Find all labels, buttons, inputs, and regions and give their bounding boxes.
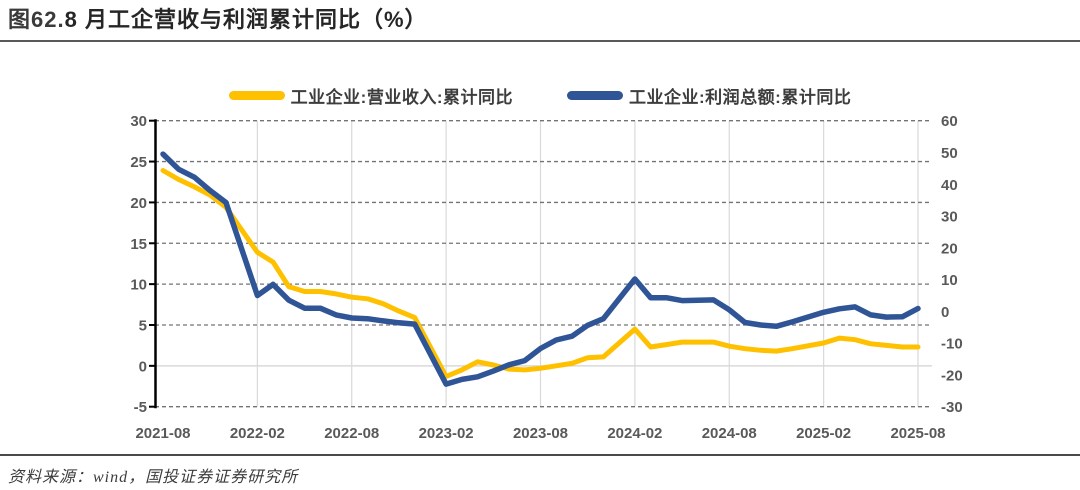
source-row: 资料来源：wind，国投证券证券研究所 <box>0 454 1080 487</box>
revenue-line-swatch <box>228 91 285 100</box>
right-axis-labels: 60 50 40 30 20 10 0 -10 -20 -30 <box>941 113 963 416</box>
svg-text:30: 30 <box>941 209 958 226</box>
svg-text:25: 25 <box>130 154 147 171</box>
svg-text:2024-08: 2024-08 <box>702 425 757 442</box>
revenue-series-line <box>160 168 921 379</box>
svg-text:2025-02: 2025-02 <box>796 425 851 442</box>
left-axis <box>149 119 157 409</box>
svg-text:60: 60 <box>941 113 958 130</box>
svg-text:-10: -10 <box>941 336 963 353</box>
svg-text:2024-02: 2024-02 <box>607 425 662 442</box>
legend-label-revenue: 工业企业:营业收入:累计同比 <box>290 88 513 107</box>
svg-text:-20: -20 <box>941 367 963 384</box>
legend-item-profit: 工业企业:利润总额:累计同比 <box>567 83 851 108</box>
svg-text:2021-08: 2021-08 <box>135 425 190 442</box>
profit-series-line <box>160 151 921 387</box>
svg-text:2023-02: 2023-02 <box>419 425 474 442</box>
svg-text:20: 20 <box>130 195 147 212</box>
svg-text:10: 10 <box>941 272 958 289</box>
vertical-gridlines <box>256 120 919 407</box>
svg-text:30: 30 <box>130 113 147 130</box>
svg-text:-30: -30 <box>941 399 963 416</box>
figure-number: 图62. <box>8 7 65 32</box>
svg-text:2023-08: 2023-08 <box>513 425 568 442</box>
chart-legend: 工业企业:营业收入:累计同比 工业企业:利润总额:累计同比 <box>0 83 1080 108</box>
legend-item-revenue: 工业企业:营业收入:累计同比 <box>228 83 513 108</box>
profit-line-swatch <box>567 91 623 100</box>
x-axis-labels: 2021-08 2022-02 2022-08 2023-02 2023-08 2024-… <box>135 425 945 442</box>
figure-title-row: 图62.8 月工企营收与利润累计同比（%） <box>0 0 1080 42</box>
legend-label-profit: 工业企业:利润总额:累计同比 <box>629 88 852 107</box>
svg-text:5: 5 <box>139 317 147 334</box>
svg-text:50: 50 <box>941 145 958 162</box>
svg-text:2022-08: 2022-08 <box>324 425 379 442</box>
svg-text:0: 0 <box>941 304 949 321</box>
figure-title: 图62.8 月工企营收与利润累计同比（%） <box>8 6 1080 34</box>
left-axis-labels: 30 25 20 15 10 5 0 -5 <box>130 113 147 416</box>
svg-text:10: 10 <box>130 277 147 294</box>
figure-title-text: 8 月工企营收与利润累计同比（%） <box>64 7 428 32</box>
svg-text:20: 20 <box>941 240 958 257</box>
source-note: 资料来源：wind，国投证券证券研究所 <box>8 469 299 486</box>
svg-text:40: 40 <box>941 177 958 194</box>
svg-text:15: 15 <box>130 236 147 253</box>
svg-text:-5: -5 <box>134 399 147 416</box>
svg-text:2025-08: 2025-08 <box>890 425 945 442</box>
svg-text:0: 0 <box>139 358 147 375</box>
svg-text:2022-02: 2022-02 <box>230 425 285 442</box>
